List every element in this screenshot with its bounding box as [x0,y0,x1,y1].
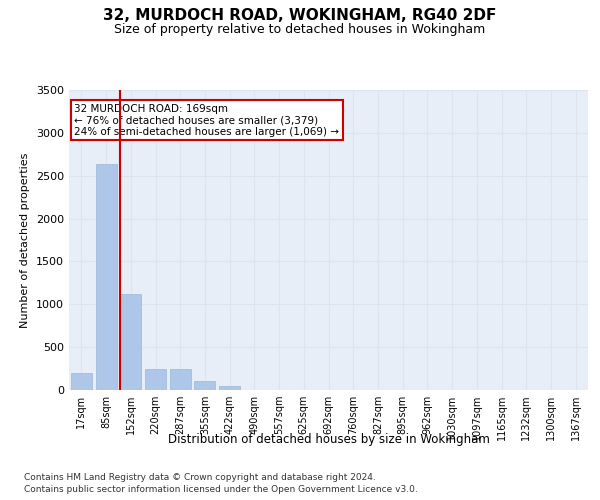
Bar [219,386,240,390]
Bar [145,368,166,390]
Bar [120,294,141,390]
Y-axis label: Number of detached properties: Number of detached properties [20,152,31,328]
Text: Distribution of detached houses by size in Wokingham: Distribution of detached houses by size … [168,432,490,446]
Bar [170,368,191,390]
Text: Size of property relative to detached houses in Wokingham: Size of property relative to detached ho… [115,22,485,36]
Text: 32, MURDOCH ROAD, WOKINGHAM, RG40 2DF: 32, MURDOCH ROAD, WOKINGHAM, RG40 2DF [103,8,497,22]
Bar [71,373,92,390]
Bar [194,382,215,390]
Text: Contains public sector information licensed under the Open Government Licence v3: Contains public sector information licen… [24,485,418,494]
Text: 32 MURDOCH ROAD: 169sqm
← 76% of detached houses are smaller (3,379)
24% of semi: 32 MURDOCH ROAD: 169sqm ← 76% of detache… [74,104,339,136]
Bar [95,164,116,390]
Text: Contains HM Land Registry data © Crown copyright and database right 2024.: Contains HM Land Registry data © Crown c… [24,472,376,482]
